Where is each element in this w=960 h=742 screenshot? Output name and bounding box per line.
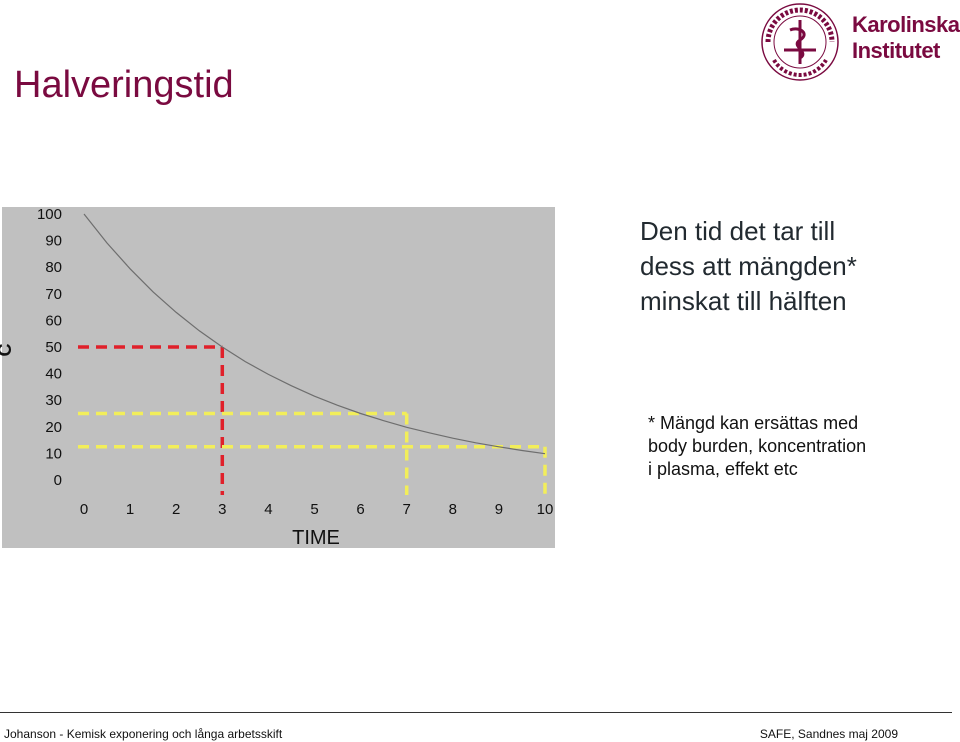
y-tick-label: 10: [45, 445, 62, 462]
x-tick-label: 7: [403, 501, 411, 518]
y-tick-label: 70: [45, 286, 62, 303]
y-axis-label: C: [0, 344, 15, 357]
y-axis-label-wrap: C: [0, 344, 15, 357]
x-axis-label: TIME: [292, 527, 340, 548]
footer-left-text: Johanson - Kemisk exponering och långa a…: [4, 727, 283, 741]
x-tick-label: 5: [310, 501, 318, 518]
logo-name-line-2: Institutet: [852, 38, 940, 63]
definition-line-3: minskat till hälften: [640, 286, 847, 316]
x-tick-label: 9: [495, 501, 503, 518]
footnote-line-2: body burden, koncentration: [648, 436, 867, 456]
seal-icon: [761, 3, 839, 81]
definition-line-1: Den tid det tar till: [640, 216, 836, 246]
karolinska-logo: Karolinska Institutet: [760, 2, 960, 82]
chart-svg: 0 10 20 30 40 50 60 70 80 90 100 0 1 2 3 4 5 6 7 8 9 10 TIME: [2, 206, 555, 549]
y-tick-label: 80: [45, 259, 62, 276]
y-tick-label: 100: [37, 207, 62, 223]
footer-divider: [0, 712, 952, 713]
series-line: [83, 213, 546, 455]
plot-area: [76, 207, 555, 495]
slide-title: Halveringstid: [14, 64, 234, 106]
x-tick-label: 6: [356, 501, 364, 518]
x-tick-label: 0: [80, 501, 88, 518]
y-tick-label: 50: [45, 339, 62, 356]
x-tick-label: 1: [126, 501, 134, 518]
y-tick-label: 90: [45, 233, 62, 250]
definition-line-2: dess att mängden*: [640, 251, 857, 281]
definition-text: Den tid det tar till dess att mängden* m…: [640, 214, 940, 319]
x-tick-label: 3: [218, 501, 226, 518]
y-tick-label: 20: [45, 419, 62, 436]
guide-lines: [78, 345, 547, 495]
x-tick-label: 2: [172, 501, 180, 518]
x-tick-label: 8: [449, 501, 457, 518]
half-life-chart: 0 10 20 30 40 50 60 70 80 90 100 0 1 2 3 4 5 6 7 8 9 10 TIME: [2, 206, 555, 549]
x-tick-label: 10: [537, 501, 554, 518]
x-tick-labels: 0 1 2 3 4 5 6 7 8 9 10: [80, 501, 554, 518]
footnote-line-1: * Mängd kan ersättas med: [648, 413, 859, 433]
footer-right-text: SAFE, Sandnes maj 2009: [759, 727, 898, 741]
logo-name-line-1: Karolinska: [852, 12, 960, 37]
y-tick-label: 0: [54, 472, 62, 489]
y-tick-label: 30: [45, 392, 62, 409]
y-tick-labels: 0 10 20 30 40 50 60 70 80 90 100: [37, 206, 62, 489]
y-tick-label: 40: [45, 366, 62, 383]
footnote-line-3: i plasma, effekt etc: [648, 459, 798, 479]
x-tick-label: 4: [264, 501, 272, 518]
footnote-text: * Mängd kan ersättas med body burden, ko…: [648, 412, 948, 481]
y-tick-label: 60: [45, 312, 62, 329]
